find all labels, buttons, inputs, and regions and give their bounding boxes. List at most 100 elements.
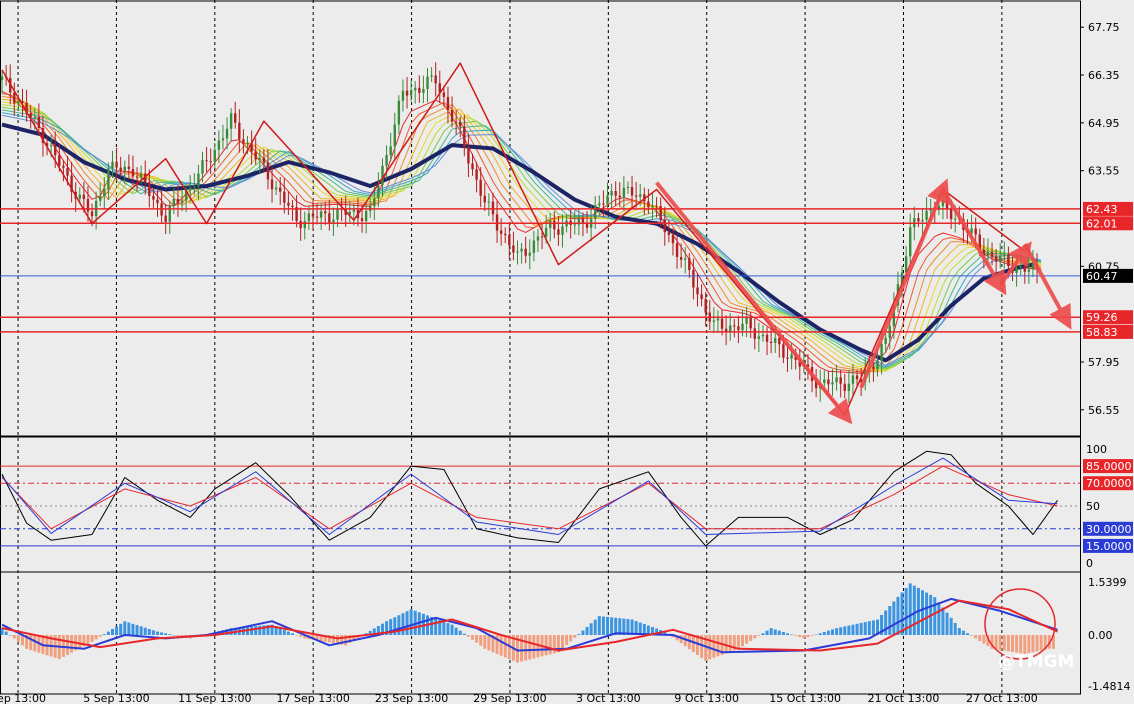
candle-body bbox=[540, 236, 544, 238]
macd-histogram-bar bbox=[638, 622, 642, 636]
ma-ribbon-line bbox=[1, 112, 1042, 367]
candle-body bbox=[254, 151, 257, 160]
macd-histogram-bar bbox=[618, 618, 622, 636]
candle-body bbox=[1031, 263, 1035, 270]
macd-histogram-bar bbox=[1023, 635, 1027, 654]
y-tick-label: 63.55 bbox=[1088, 165, 1120, 178]
candle-body bbox=[295, 207, 298, 222]
candle-body bbox=[499, 230, 503, 234]
candle-body bbox=[209, 161, 212, 163]
macd-histogram-bar bbox=[606, 616, 609, 636]
candle-body bbox=[414, 87, 417, 91]
osc-level-label-bg bbox=[1083, 476, 1133, 491]
macd-histogram-bar bbox=[847, 625, 851, 636]
osc-level-label: 70.0000 bbox=[1086, 477, 1132, 490]
macd-histogram-bar bbox=[1031, 635, 1035, 653]
candle-body bbox=[446, 96, 450, 110]
osc-tick-label: 50 bbox=[1086, 500, 1100, 513]
candle-body bbox=[49, 145, 53, 147]
candle-body bbox=[25, 103, 28, 114]
macd-histogram-bar bbox=[151, 630, 155, 636]
macd-histogram-bar bbox=[327, 635, 331, 643]
candle-body bbox=[1019, 266, 1022, 268]
candle-body bbox=[671, 235, 675, 244]
candle-body bbox=[352, 209, 356, 212]
candle-body bbox=[679, 256, 683, 260]
candle-body bbox=[532, 240, 536, 253]
macd-histogram-bar bbox=[655, 628, 659, 636]
candle-body bbox=[585, 223, 589, 228]
zigzag-line bbox=[1, 62, 1026, 416]
macd-histogram-bar bbox=[831, 629, 834, 636]
candle-body bbox=[37, 116, 41, 128]
candle-body bbox=[62, 165, 65, 168]
macd-histogram-bar bbox=[450, 624, 454, 636]
candle-body bbox=[225, 128, 229, 139]
candle-body bbox=[704, 299, 707, 313]
candle-body bbox=[884, 337, 887, 344]
macd-histogram-bar bbox=[479, 635, 483, 646]
macd-histogram-bar bbox=[970, 635, 974, 636]
x-tick-label: 15 Oct 13:00 bbox=[769, 692, 841, 704]
candle-body bbox=[82, 194, 86, 200]
level-label-bg bbox=[1083, 324, 1133, 339]
candle-body bbox=[512, 245, 515, 253]
candle-body bbox=[291, 205, 294, 208]
candle-body bbox=[99, 196, 102, 201]
panel-frame-2 bbox=[0, 571, 1081, 695]
level-label: 59.26 bbox=[1086, 311, 1118, 324]
macd-histogram-bar bbox=[348, 635, 352, 643]
candle-body bbox=[103, 189, 106, 197]
candle-body bbox=[471, 163, 474, 170]
candle-body bbox=[937, 206, 941, 210]
candle-body bbox=[549, 220, 552, 228]
candle-body bbox=[622, 187, 626, 198]
current-price-bg bbox=[1083, 268, 1133, 283]
candle-body bbox=[270, 179, 274, 190]
candle-body bbox=[193, 186, 196, 188]
candle-body bbox=[21, 101, 24, 104]
macd-histogram-bar bbox=[442, 621, 446, 636]
macd-histogram-bar bbox=[675, 635, 679, 641]
macd-histogram-bar bbox=[581, 630, 585, 636]
y-tick-label: 56.55 bbox=[1088, 404, 1120, 417]
macd-histogram-bar bbox=[908, 583, 912, 636]
candle-body bbox=[274, 187, 278, 190]
candle-body bbox=[994, 256, 998, 262]
macd-histogram-bar bbox=[622, 618, 626, 636]
macd-histogram-bar bbox=[749, 635, 753, 642]
price-panel bbox=[0, 62, 1080, 425]
macd-histogram-bar bbox=[180, 635, 184, 637]
candle-body bbox=[491, 201, 495, 215]
macd-histogram-bar bbox=[61, 635, 65, 657]
macd-histogram-bar bbox=[544, 635, 548, 656]
macd-histogram-bar bbox=[876, 619, 879, 636]
candle-body bbox=[422, 88, 425, 93]
macd-histogram-bar bbox=[781, 631, 785, 636]
macd-histogram-bar bbox=[438, 620, 442, 636]
level-label: 58.83 bbox=[1086, 326, 1118, 339]
candle-body bbox=[184, 190, 188, 201]
macd-histogram-bar bbox=[164, 633, 168, 636]
candles bbox=[0, 62, 1039, 404]
macd-histogram-bar bbox=[826, 630, 830, 636]
candle-body bbox=[311, 213, 315, 217]
candle-body bbox=[778, 338, 781, 345]
macd-histogram-bar bbox=[855, 623, 859, 636]
macd-histogram-bar bbox=[773, 629, 777, 636]
candle-body bbox=[634, 195, 638, 197]
macd-histogram-bar bbox=[434, 618, 438, 636]
x-tick-label: 27 Oct 13:00 bbox=[966, 692, 1038, 704]
macd-histogram-bar bbox=[802, 635, 806, 639]
macd-histogram-bar bbox=[937, 602, 941, 636]
candle-body bbox=[974, 228, 977, 235]
candle-body bbox=[144, 173, 147, 183]
candle-body bbox=[663, 219, 666, 233]
candle-body bbox=[164, 215, 167, 222]
macd-histogram-bar bbox=[70, 635, 74, 653]
macd-histogram-bar bbox=[810, 635, 814, 636]
macd-histogram-bar bbox=[139, 626, 143, 636]
macd-histogram-bar bbox=[303, 635, 307, 639]
trend-arrow bbox=[941, 188, 1007, 296]
